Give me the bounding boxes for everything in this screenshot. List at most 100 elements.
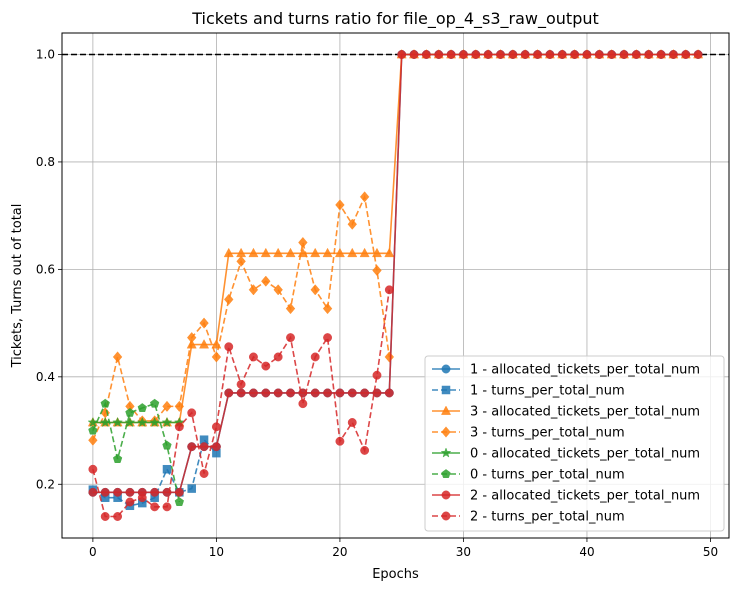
data-point [174, 487, 184, 497]
data-point [668, 50, 678, 59]
y-tick-label: 0.8 [36, 155, 55, 169]
data-point [162, 464, 172, 474]
data-point [322, 303, 333, 315]
data-point [533, 50, 542, 59]
data-point [508, 50, 518, 59]
series-4 [87, 416, 185, 428]
legend-label: 0 - allocated_tickets_per_total_num [470, 447, 700, 462]
legend-marker [440, 447, 452, 458]
data-point [211, 422, 221, 432]
data-point [359, 191, 370, 203]
data-point [335, 436, 345, 446]
data-point [273, 247, 284, 258]
series-6 [88, 50, 703, 497]
data-point [372, 370, 382, 380]
data-point [347, 247, 358, 258]
y-axis-label: Tickets, Turns out of total [10, 204, 25, 369]
data-point [557, 50, 567, 59]
legend-marker [441, 511, 451, 521]
y-tick-label: 0.6 [36, 262, 55, 276]
data-point [310, 284, 320, 296]
data-point [224, 342, 234, 352]
data-point [174, 400, 185, 412]
data-point [644, 50, 654, 59]
data-point [322, 247, 333, 258]
x-tick-label: 40 [579, 545, 594, 559]
series-1 [88, 435, 221, 511]
data-point [249, 388, 258, 398]
data-point [112, 416, 124, 428]
data-point [323, 388, 333, 398]
data-point [187, 408, 197, 418]
data-point [681, 50, 691, 59]
data-point [384, 285, 394, 295]
data-point [261, 275, 271, 287]
data-point [261, 388, 271, 398]
legend-marker [441, 426, 451, 438]
data-point [88, 425, 98, 435]
data-point [298, 236, 308, 249]
data-point [458, 50, 468, 59]
x-tick-label: 50 [703, 545, 718, 559]
data-point [224, 388, 234, 398]
data-point [310, 352, 320, 362]
data-point [273, 352, 283, 362]
data-point [236, 255, 246, 267]
legend: 1 - allocated_tickets_per_total_num 1 - t… [424, 355, 725, 532]
data-point [347, 388, 357, 398]
data-point [88, 434, 98, 446]
data-point [137, 493, 147, 503]
data-point [100, 512, 110, 521]
data-point [162, 400, 172, 412]
data-point [199, 442, 209, 452]
data-point [607, 50, 617, 59]
data-point [384, 388, 394, 398]
data-point [631, 50, 641, 59]
legend-marker [441, 364, 451, 374]
data-point [335, 199, 345, 211]
data-point [223, 247, 234, 258]
y-tick-label: 1.0 [36, 47, 55, 61]
data-point [496, 50, 505, 59]
data-point [310, 388, 320, 398]
legend-label: 2 - turns_per_total_num [470, 510, 625, 525]
data-point [112, 454, 123, 463]
x-tick-label: 0 [89, 545, 97, 559]
data-point [125, 497, 135, 507]
chart-title: Tickets and turns ratio for file_op_4_s3… [191, 9, 599, 29]
data-point [594, 50, 604, 59]
plot-frame [61, 32, 730, 539]
data-point [162, 502, 172, 512]
data-point [273, 388, 283, 398]
data-point [162, 440, 172, 450]
data-point [113, 487, 123, 497]
data-point [112, 351, 123, 363]
data-point [693, 50, 703, 59]
data-point [409, 50, 419, 59]
legend-box [424, 355, 725, 532]
x-tick-label: 30 [456, 545, 471, 559]
data-point [248, 284, 259, 296]
data-point [656, 50, 666, 59]
data-point [335, 388, 345, 398]
data-point [520, 50, 530, 59]
data-point [186, 332, 197, 344]
data-point [582, 50, 592, 59]
series-7 [88, 285, 394, 521]
data-point [224, 293, 234, 306]
data-point [100, 398, 110, 408]
data-point [174, 497, 185, 506]
data-point [285, 247, 296, 258]
data-point [150, 502, 160, 512]
data-point [125, 407, 135, 417]
data-point [261, 361, 271, 371]
data-point [360, 388, 370, 398]
data-point [187, 442, 197, 452]
data-point [88, 464, 98, 474]
data-point [619, 50, 629, 59]
data-point [260, 247, 271, 258]
x-axis-label: Epochs [372, 567, 419, 582]
data-point [323, 333, 333, 343]
data-point [248, 247, 259, 258]
data-point [161, 416, 173, 428]
